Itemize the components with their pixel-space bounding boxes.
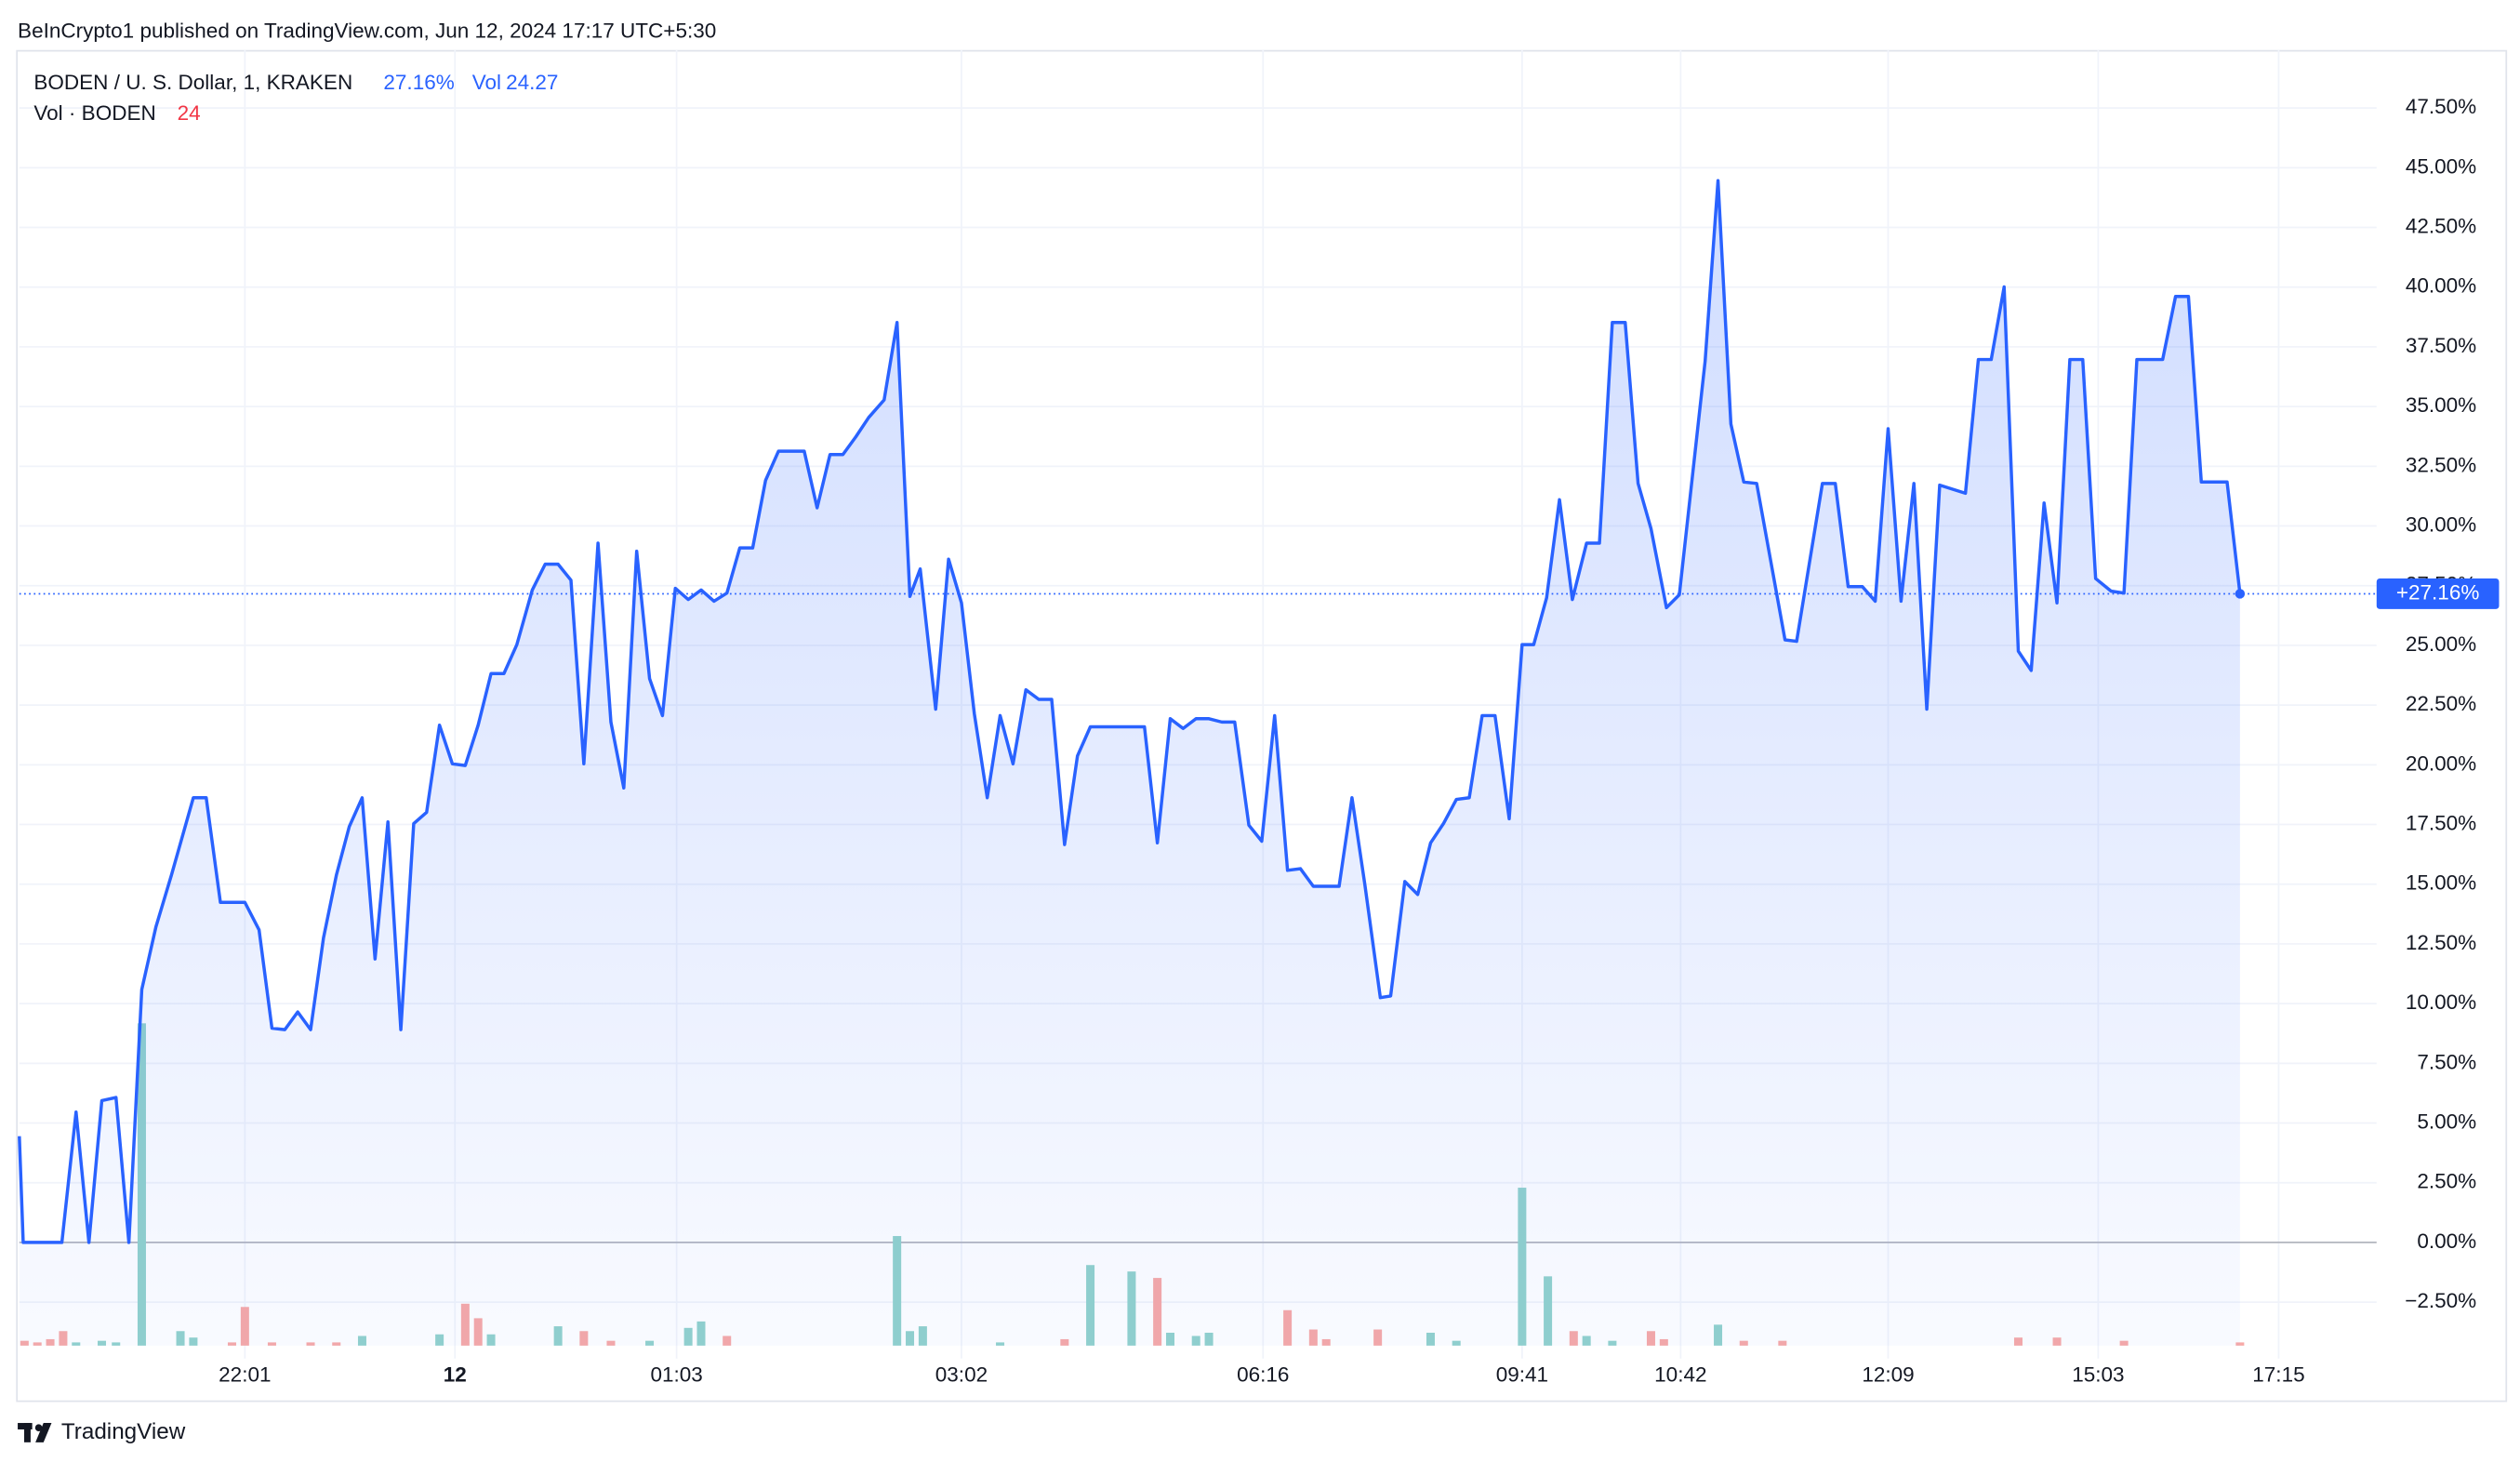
- y-tick-label: 20.00%: [2406, 751, 2476, 775]
- y-tick-label: 40.00%: [2406, 274, 2476, 298]
- axes: 22:01 12 01:03 03:02 06:16 09:41 10:42 12:09 15:…: [219, 95, 2500, 1387]
- y-tick-label: 22.50%: [2406, 692, 2476, 715]
- y-tick-label: 42.50%: [2406, 214, 2476, 237]
- y-tick-label: 12.50%: [2406, 931, 2476, 954]
- y-tick-label: 2.50%: [2417, 1170, 2476, 1193]
- x-tick-label: 15:03: [2072, 1363, 2124, 1387]
- x-tick-label: 03:02: [935, 1363, 988, 1387]
- y-tick-label: 35.00%: [2406, 393, 2476, 417]
- x-tick-label: 12: [444, 1363, 467, 1387]
- y-tick-label: 25.00%: [2406, 632, 2476, 656]
- y-tick-label: 37.50%: [2406, 334, 2476, 357]
- legend-change: 27.16%: [383, 71, 454, 94]
- y-tick-label: 30.00%: [2406, 512, 2476, 536]
- volume-bar: [2235, 1342, 2245, 1346]
- line: [18, 179, 2242, 1244]
- last-value-box: [2376, 578, 2500, 609]
- y-tick-label: 15.00%: [2406, 871, 2476, 895]
- area-fill: [19, 180, 2240, 1346]
- y-tick-label: 0.00%: [2417, 1229, 2476, 1253]
- x-tick-label: 12:09: [1862, 1363, 1914, 1387]
- header: BeInCrypto1 published on TradingView.com…: [18, 20, 716, 43]
- volume-name: Vol · BODEN: [33, 101, 155, 125]
- legend-vol-label: Vol: [472, 71, 501, 94]
- frame: [16, 49, 2508, 1402]
- x-tick-label: 01:03: [650, 1363, 702, 1387]
- y-tick-label: 7.50%: [2417, 1050, 2476, 1073]
- legend-vol-value: 24.27: [506, 71, 558, 94]
- legend-title: BODEN / U. S. Dollar, 1, KRAKEN: [33, 71, 352, 94]
- logo: [18, 1423, 52, 1442]
- y-tick-label: 17.50%: [2406, 811, 2476, 834]
- last-value-label: +27.16%: [2396, 580, 2480, 604]
- volume-last: 24: [178, 101, 201, 125]
- last-point: [2235, 589, 2246, 599]
- footer: TradingView: [61, 1419, 186, 1444]
- x-tick-label: 17:15: [2252, 1363, 2304, 1387]
- y-tick-label: 47.50%: [2406, 95, 2476, 118]
- x-tick-label: 22:01: [219, 1363, 271, 1387]
- x-tick-label: 09:41: [1496, 1363, 1548, 1387]
- y-tick-label: −2.50%: [2405, 1289, 2476, 1312]
- y-tick-label: 32.50%: [2406, 453, 2476, 476]
- x-tick-label: 10:42: [1654, 1363, 1706, 1387]
- plot: [18, 179, 2377, 1346]
- y-tick-label: 5.00%: [2417, 1110, 2476, 1133]
- x-tick-label: 06:16: [1237, 1363, 1289, 1387]
- y-tick-label: 10.00%: [2406, 990, 2476, 1014]
- y-tick-label: 45.00%: [2406, 154, 2476, 178]
